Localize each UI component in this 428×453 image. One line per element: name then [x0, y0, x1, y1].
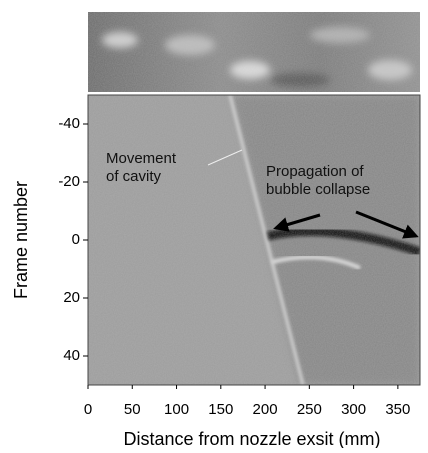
x-tick-label: 50 — [124, 401, 141, 418]
x-tick-label: 350 — [385, 401, 410, 418]
y-tick-label: -40 — [58, 115, 80, 132]
x-tick-label: 100 — [164, 401, 189, 418]
x-tick-label: 150 — [208, 401, 233, 418]
x-tick-label: 250 — [297, 401, 322, 418]
y-axis-label: Frame number — [11, 181, 31, 299]
top-image — [88, 12, 420, 92]
annotation: Propagation of — [266, 163, 364, 180]
x-tick-label: 0 — [84, 401, 92, 418]
x-tick-label: 200 — [253, 401, 278, 418]
x-axis-label: Distance from nozzle exsit (mm) — [123, 429, 380, 448]
x-tick-label: 300 — [341, 401, 366, 418]
y-tick-label: -20 — [58, 173, 80, 190]
annotation: Movement — [106, 150, 177, 167]
figure: Distance from nozzle exsit (mm) Frame nu… — [0, 0, 428, 448]
annotation: bubble collapse — [266, 181, 370, 198]
y-tick-label: 0 — [72, 231, 80, 248]
main-image — [88, 95, 420, 385]
y-tick-label: 20 — [63, 289, 80, 306]
y-tick-label: 40 — [63, 347, 80, 364]
annotation: of cavity — [106, 168, 162, 185]
